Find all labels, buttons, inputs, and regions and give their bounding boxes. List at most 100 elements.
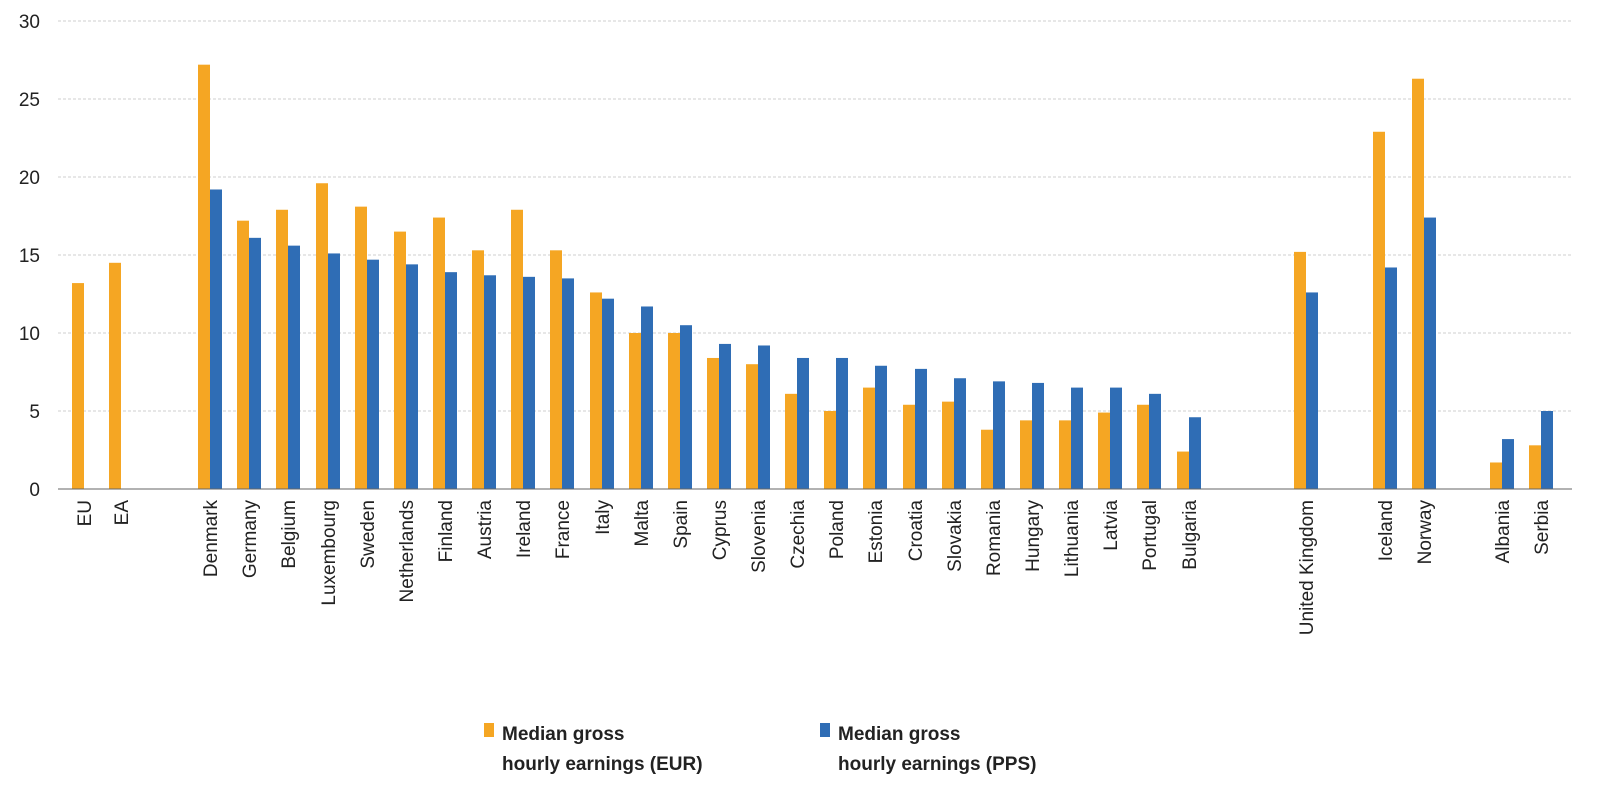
bar-eur — [1529, 445, 1541, 489]
bar-eur — [1177, 451, 1189, 489]
bar-pps — [641, 306, 653, 489]
bar-pps — [328, 253, 340, 489]
y-tick-label: 20 — [19, 168, 40, 189]
bar-pps — [993, 381, 1005, 489]
x-category-label: Hungary — [1023, 500, 1044, 572]
bar-eur — [903, 404, 915, 489]
bar-pps — [406, 264, 418, 489]
bar-pps — [523, 276, 535, 489]
x-category-label: Belgium — [279, 500, 300, 569]
bar-eur — [394, 231, 406, 489]
gridlines — [58, 20, 1572, 412]
bar-eur — [72, 283, 84, 489]
bar-pps — [1149, 393, 1161, 489]
bar-eur — [668, 333, 680, 489]
bar-pps — [1385, 267, 1397, 489]
bar-eur — [1373, 131, 1385, 489]
x-category-label: Romania — [984, 500, 1005, 576]
bar-pps — [758, 345, 770, 489]
bar-eur — [1020, 420, 1032, 489]
x-category-label: Serbia — [1532, 500, 1553, 555]
bar-eur — [707, 357, 719, 489]
bar-pps — [210, 189, 222, 490]
bar-eur — [1412, 78, 1424, 489]
bar-eur — [511, 209, 523, 489]
bar-eur — [1490, 462, 1502, 489]
bar-eur — [433, 217, 445, 489]
bar-pps — [1424, 217, 1436, 489]
x-axis-category-labels: EU EA Denmark Germany Belgium Luxembourg Swede… — [75, 500, 1553, 636]
x-category-label: Portugal — [1140, 500, 1161, 571]
bar-eur — [1137, 404, 1149, 489]
bar-eur — [355, 206, 367, 489]
bar-eur — [981, 429, 993, 489]
x-category-label: Bulgaria — [1180, 500, 1201, 570]
bar-eur — [824, 411, 836, 489]
x-category-label: Slovakia — [945, 500, 966, 572]
y-tick-label: 30 — [19, 12, 40, 33]
x-category-label: Czechia — [788, 500, 809, 569]
x-category-label: Finland — [436, 500, 457, 562]
bar-pps — [680, 325, 692, 489]
bar-pps — [249, 237, 261, 489]
bar-pps — [445, 272, 457, 489]
x-category-label: Cyprus — [710, 500, 731, 560]
bar-pps — [367, 259, 379, 489]
bars — [72, 64, 1553, 490]
x-category-label: Estonia — [866, 500, 887, 564]
y-tick-label: 15 — [19, 246, 40, 267]
x-category-label: Croatia — [906, 500, 927, 562]
bar-pps — [1032, 382, 1044, 489]
x-category-label: France — [553, 500, 574, 559]
bar-eur — [863, 387, 875, 489]
bar-eur — [550, 250, 562, 489]
bar-eur — [237, 220, 249, 489]
bar-eur — [1294, 251, 1306, 489]
bar-pps — [797, 357, 809, 489]
bar-eur — [198, 64, 210, 490]
bar-pps — [1306, 292, 1318, 489]
y-axis-ticks: 0 5 10 15 20 25 30 — [19, 12, 40, 501]
x-category-label: Ireland — [514, 500, 535, 558]
bar-pps — [875, 365, 887, 489]
bar-pps — [915, 368, 927, 489]
legend-item-eur: Median gross hourly earnings (EUR) — [484, 723, 703, 775]
x-category-label: Luxembourg — [319, 500, 340, 606]
bar-pps — [954, 378, 966, 489]
bar-pps — [288, 245, 300, 489]
bar-pps — [562, 278, 574, 489]
x-category-label: Lithuania — [1062, 500, 1083, 578]
legend-swatch — [484, 723, 494, 737]
bar-eur — [1059, 420, 1071, 489]
x-category-label: United Kingdom — [1297, 500, 1318, 635]
bar-pps — [1189, 417, 1201, 489]
legend-label: Median gross — [838, 724, 960, 745]
bar-eur — [109, 262, 121, 489]
bar-eur — [785, 393, 797, 489]
y-tick-label: 0 — [29, 480, 40, 501]
x-category-label: Norway — [1415, 500, 1436, 565]
bar-pps — [1541, 411, 1553, 489]
x-category-label: Denmark — [201, 500, 222, 578]
y-tick-label: 10 — [19, 324, 40, 345]
x-category-label: Italy — [593, 500, 614, 535]
x-category-label: Poland — [827, 500, 848, 559]
bar-pps — [602, 298, 614, 489]
bar-eur — [746, 364, 758, 489]
bar-pps — [719, 343, 731, 489]
y-tick-label: 5 — [29, 402, 40, 423]
bar-eur — [1098, 412, 1110, 489]
x-category-label: Germany — [240, 500, 261, 579]
bar-eur — [590, 292, 602, 489]
x-category-label: EU — [75, 500, 96, 526]
bar-eur — [942, 401, 954, 489]
bar-pps — [836, 357, 848, 489]
x-category-label: Iceland — [1376, 500, 1397, 561]
legend-label: Median gross — [502, 724, 624, 745]
x-category-label: Sweden — [358, 500, 379, 569]
bar-eur — [629, 333, 641, 489]
bar-eur — [316, 183, 328, 490]
x-category-label: Netherlands — [397, 500, 418, 602]
